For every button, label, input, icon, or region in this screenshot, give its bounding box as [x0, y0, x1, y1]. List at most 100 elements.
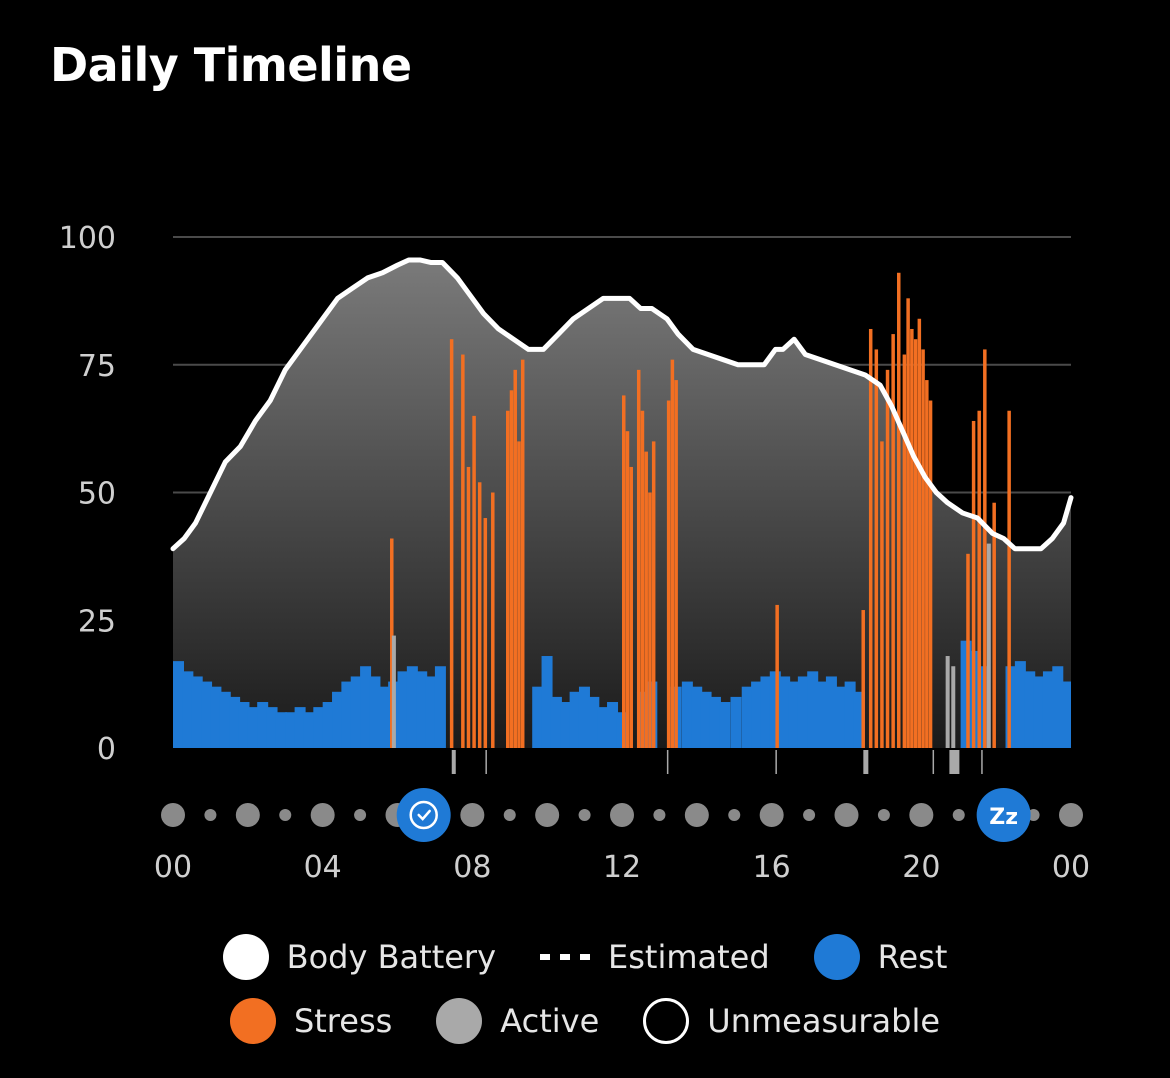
rest-bar	[779, 676, 791, 748]
stress-bar	[666, 400, 671, 748]
x-tick-label: 20	[902, 850, 940, 885]
rest-bar	[369, 676, 381, 748]
rest-bar	[532, 686, 544, 748]
rest-bar	[303, 712, 315, 748]
active-bar	[945, 656, 950, 748]
x-tick-label: 04	[304, 850, 342, 885]
y-axis: 100 75 50 25 0	[59, 221, 116, 767]
stress-bar	[868, 328, 873, 748]
active-bars	[391, 543, 991, 774]
active-marker	[666, 750, 669, 774]
rest-bar	[247, 707, 259, 748]
timeline-dot-small	[503, 809, 516, 821]
timeline-dot-large	[460, 803, 485, 827]
timeline-dot-large	[759, 803, 784, 827]
timeline-dot-small	[653, 809, 666, 821]
legend-item-rest: Rest	[813, 934, 947, 980]
rest-bar	[294, 707, 306, 748]
stress-bar	[891, 334, 895, 748]
stress-bar	[517, 441, 521, 748]
rest-bar	[350, 676, 362, 748]
rest-swatch	[813, 934, 860, 980]
legend-row-2: Stress Active Unmeasurable	[0, 989, 1170, 1053]
estimated-dash-icon	[540, 954, 597, 960]
timeline-dot-small	[578, 809, 591, 821]
stress-bar	[913, 339, 918, 748]
rest-bar	[646, 681, 658, 748]
x-tick-label: 00	[154, 850, 192, 885]
legend-label: Stress	[293, 1002, 393, 1040]
stress-bar	[880, 441, 884, 748]
rest-bar	[434, 666, 446, 748]
rest-bar	[560, 702, 572, 748]
stress-bar	[513, 369, 517, 748]
rest-bar	[969, 650, 981, 748]
rest-bar	[719, 702, 731, 748]
rest-bar	[607, 702, 619, 748]
rest-bar	[238, 702, 250, 748]
stress-bar	[906, 298, 910, 748]
timeline-dot-large	[684, 803, 709, 827]
timeline-dots: Zz	[161, 788, 1083, 842]
y-tick-label: 25	[78, 604, 116, 639]
stress-bar	[520, 359, 525, 748]
timeline-dot-large	[161, 803, 185, 827]
active-marker	[485, 750, 487, 774]
legend-item-unmeasurable: Unmeasurable	[643, 998, 940, 1044]
y-tick-label: 100	[59, 221, 116, 256]
timeline-dot-small	[877, 809, 890, 821]
legend-label: Body Battery	[286, 938, 497, 976]
rest-bar	[191, 676, 203, 748]
timeline-dot-large	[1059, 803, 1083, 827]
stress-bar	[921, 349, 925, 748]
y-tick-label: 0	[97, 732, 116, 767]
rest-bar	[751, 681, 763, 748]
stress-bar	[775, 604, 779, 748]
timeline-dot-small	[952, 809, 965, 821]
body-battery-line	[170, 257, 1074, 552]
stress-bar	[651, 441, 656, 748]
rest-bar	[769, 671, 781, 748]
rest-bar	[960, 640, 972, 748]
rest-bar	[322, 702, 334, 748]
rest-bar	[681, 681, 693, 748]
rest-bar	[709, 696, 721, 748]
rest-bar	[332, 691, 344, 748]
clock-icon	[409, 800, 438, 830]
stress-bar	[509, 390, 514, 748]
stress-bar	[625, 431, 630, 748]
timeline-dot-small	[354, 809, 367, 821]
stress-bar	[477, 482, 482, 748]
rest-bar	[616, 712, 628, 748]
stress-bar	[648, 492, 652, 748]
stress-bar	[925, 380, 929, 748]
body-battery-swatch	[222, 934, 269, 980]
x-tick-label: 08	[453, 850, 491, 885]
stress-bar	[461, 354, 465, 748]
stress-bar	[992, 502, 996, 748]
legend: Body Battery Estimated Rest Stress Activ…	[0, 925, 1170, 1053]
timeline-dot-small	[204, 809, 217, 821]
stress-bar	[506, 410, 510, 748]
rest-bar	[825, 676, 837, 748]
active-marker	[775, 750, 777, 774]
timeline-dot-large	[535, 803, 560, 827]
rest-bar	[1005, 666, 1017, 748]
stress-bar	[874, 349, 879, 748]
legend-item-body-battery: Body Battery	[222, 934, 497, 980]
active-bar	[391, 635, 396, 748]
rest-bar	[760, 676, 772, 748]
rest-bar	[588, 696, 600, 748]
rest-bar	[1042, 671, 1054, 748]
timeline-marker-bg	[396, 788, 451, 842]
stress-bar	[966, 553, 970, 748]
stress-bar	[897, 272, 901, 748]
rest-bar	[816, 681, 828, 748]
stress-bar	[491, 492, 495, 748]
x-tick-label: 16	[753, 850, 791, 885]
stress-bar	[977, 410, 981, 748]
rest-bar	[844, 681, 856, 748]
stress-bar	[902, 354, 907, 748]
legend-label: Estimated	[608, 938, 770, 976]
timeline-dot-large	[310, 803, 335, 827]
